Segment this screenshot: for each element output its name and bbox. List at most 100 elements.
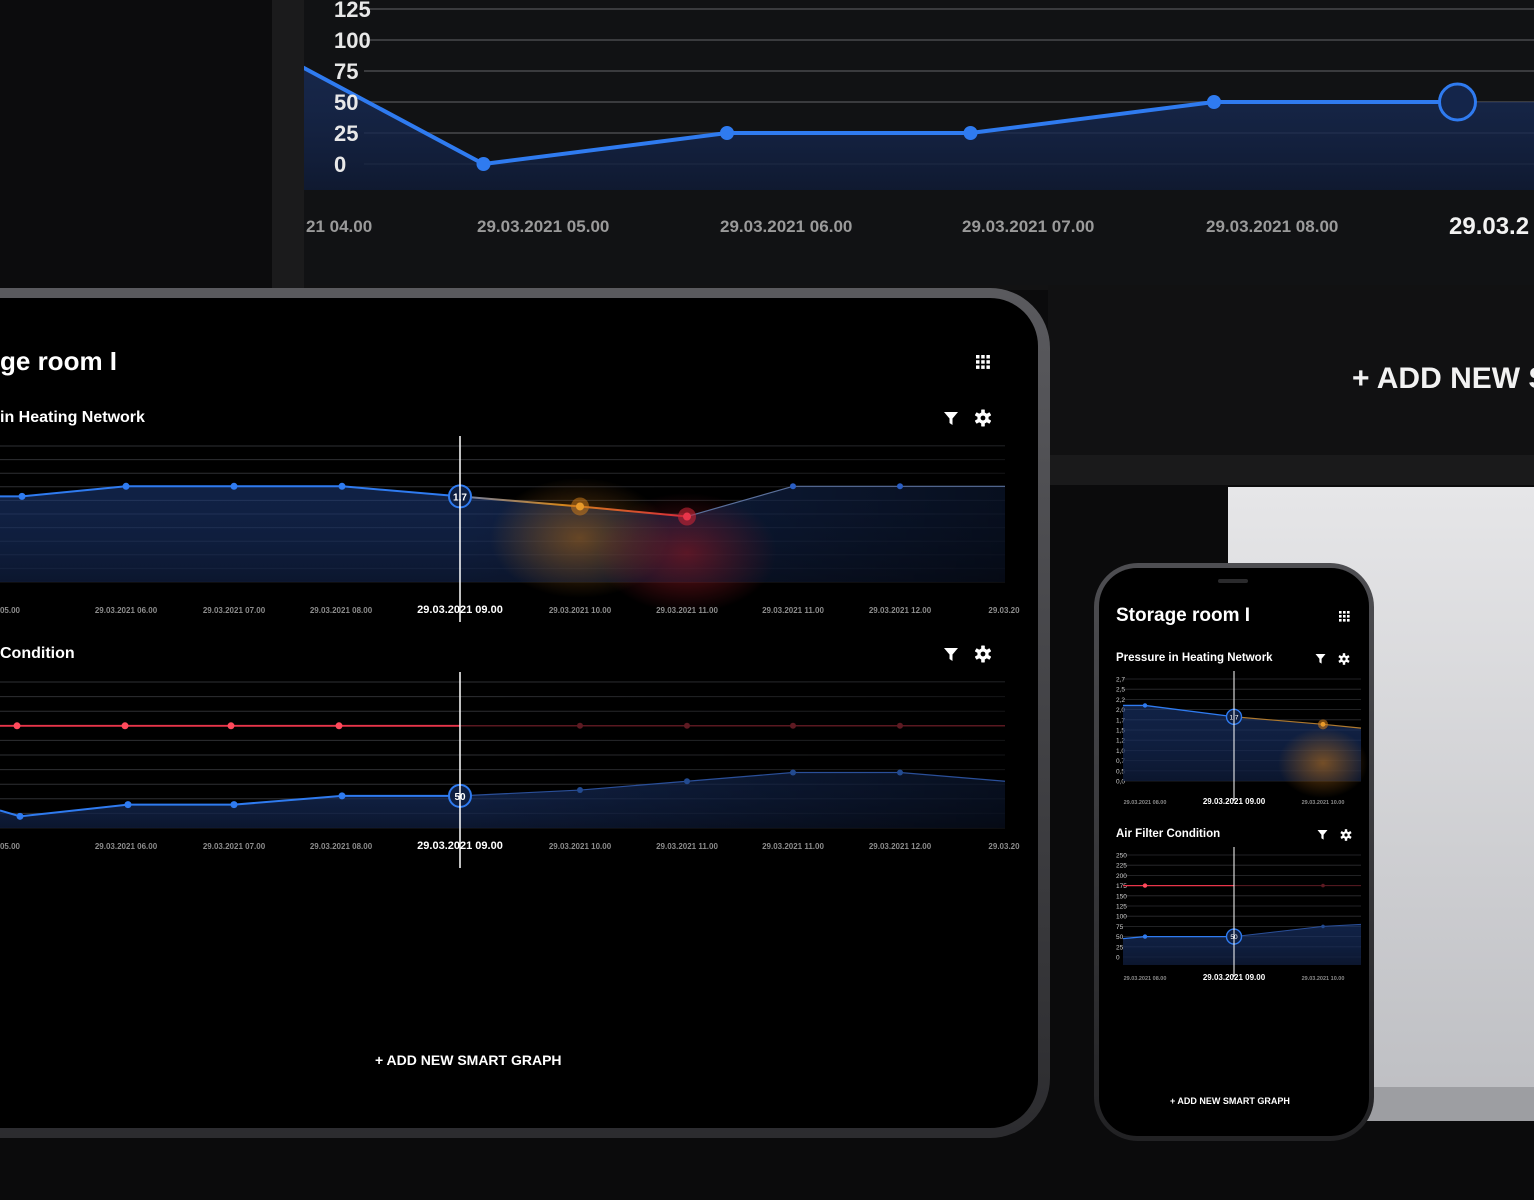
phone-y-tick: 2,0: [1116, 707, 1125, 714]
phone-x-label: 29.03.2021 08.00: [1124, 976, 1167, 982]
phone-y-tick: 1,0: [1116, 748, 1125, 755]
phone-y-tick: 1,7: [1116, 717, 1125, 724]
tablet-x-label: 29.03.2021 12.00: [869, 606, 932, 615]
phone-chart2-point: [1142, 934, 1148, 939]
monitor-chart-point: [720, 126, 734, 140]
tablet-chart2-point: [338, 792, 346, 800]
tablet-x-label: 29.03.2021 08.00: [310, 606, 373, 615]
tablet-chart1-title: in Heating Network: [0, 409, 145, 426]
phone-chart2-point: [1321, 924, 1325, 929]
tablet-chart1-alert-point: [683, 512, 691, 521]
monitor-bezel: [272, 0, 304, 290]
tablet-chart2-point: [124, 801, 132, 809]
tablet-chart2-threshold-point: [897, 722, 903, 729]
tablet-grid-icon[interactable]: [975, 354, 991, 370]
tablet-x-label: 29.03.20: [988, 842, 1020, 851]
tablet-chart2-threshold-point: [577, 722, 583, 729]
phone-y-tick: 0,5: [1116, 768, 1125, 775]
tablet-page-title: ge room I: [0, 346, 118, 376]
monitor-x-label: 29.03.2021 06.00: [720, 217, 852, 236]
tablet-x-label: 29.03.2021 12.00: [869, 842, 932, 851]
tablet-chart2-filter-icon[interactable]: [943, 646, 959, 663]
phone-chart1-point: [1142, 703, 1148, 708]
tablet-x-label: 29.03.2021 10.00: [549, 842, 612, 851]
phone-y-tick: 25: [1116, 944, 1124, 951]
tablet-chart1-point: [230, 482, 238, 490]
monitor-y-tick: 125: [334, 0, 371, 22]
tablet-x-label: 29.03.2021 06.00: [95, 606, 158, 615]
tablet-chart2-threshold-point: [227, 722, 235, 730]
tablet-chart1-warning-point: [576, 502, 584, 511]
phone-y-tick: 100: [1116, 914, 1127, 921]
tablet-chart2-point: [230, 801, 238, 809]
phone-y-tick: 2,2: [1116, 697, 1125, 704]
tablet-chart2-threshold-point: [13, 722, 21, 730]
phone-add-graph-button[interactable]: + ADD NEW SMART GRAPH: [1170, 1096, 1290, 1106]
tablet-x-label: 29.03.2021 07.00: [203, 606, 266, 615]
tablet-chart1-line: [0, 485, 461, 498]
phone-y-tick: 150: [1116, 893, 1127, 900]
monitor-x-label: 29.03.2021 08.00: [1206, 217, 1338, 236]
tablet-chart1-gear-icon[interactable]: [974, 409, 992, 427]
phone-y-tick: 75: [1116, 924, 1124, 931]
phone-chart1-gear-icon[interactable]: [1338, 653, 1350, 665]
tablet-chart2-forecast-line: [459, 771, 1006, 797]
tablet-chart2-point: [790, 769, 796, 776]
tablet-chart1-point: [790, 483, 796, 490]
tablet-chart1-point: [18, 492, 26, 500]
phone-x-label: 29.03.2021 10.00: [1302, 800, 1345, 806]
monitor-x-label: 29.03.2: [1449, 213, 1529, 240]
tablet-chart1-point: [338, 482, 346, 490]
monitor-add-graph-button[interactable]: + ADD NEW S: [1352, 362, 1534, 395]
phone-y-tick: 2,7: [1116, 677, 1125, 684]
phone-y-tick: 0,7: [1116, 758, 1125, 765]
phone-chart2-threshold-point: [1142, 883, 1148, 888]
monitor-left-panel: [0, 0, 272, 290]
phone-grid-icon[interactable]: [1339, 611, 1350, 622]
phone-chart2-threshold-point: [1321, 883, 1325, 888]
tablet-x-label: 29.03.2021 11.00: [656, 606, 718, 615]
tablet-chart1-fade: [460, 446, 1005, 582]
tablet-chart2-title: Condition: [0, 645, 75, 662]
tablet-x-label: 29.03.2021 10.00: [549, 606, 612, 615]
monitor-chart-point: [1207, 95, 1221, 109]
phone-y-tick: 1,5: [1116, 728, 1125, 735]
tablet-x-label: 29.03.2021 06.00: [95, 842, 158, 851]
tablet-chart1-point: [897, 483, 903, 490]
phone-y-tick: 225: [1116, 863, 1127, 870]
monitor-chart-point: [963, 126, 978, 140]
phone-x-label: 29.03.2021 08.00: [1124, 800, 1167, 806]
monitor-y-tick: 50: [334, 90, 358, 115]
phone-page-title: Storage room I: [1116, 605, 1251, 626]
tablet-x-label: 29.03.2021 09.00: [417, 840, 503, 852]
monitor-chart-point: [476, 157, 491, 171]
monitor-chart-line: [239, 32, 1458, 167]
tablet-chart2-threshold-point: [684, 722, 690, 729]
monitor-screen: 125 100 75 50 25 0 21 04.00 29.03.2021 05.00 29…: [239, 0, 1534, 285]
tablet-x-label: 29.03.2021 08.00: [310, 842, 373, 851]
monitor-x-label: 29.03.2021 07.00: [962, 217, 1094, 236]
tablet-x-label: 03.2021 05.00: [0, 842, 21, 851]
monitor-y-tick: 100: [334, 28, 371, 53]
monitor-y-tick: 25: [334, 121, 358, 146]
monitor-chart-area: [240, 33, 1534, 190]
tablet-chart2-threshold-point: [335, 722, 343, 730]
phone-chart2-filter-icon[interactable]: [1317, 829, 1328, 841]
tablet-chart1-filter-icon[interactable]: [943, 410, 959, 427]
phone-y-tick: 125: [1116, 904, 1127, 911]
tablet-x-label: 29.03.2021 09.00: [417, 604, 503, 616]
phone-chart1-warning-point: [1320, 721, 1326, 727]
tablet-x-label: 29.03.2021 11.00: [656, 842, 718, 851]
phone-x-label: 29.03.2021 10.00: [1302, 976, 1345, 982]
phone-chart2-gear-icon[interactable]: [1340, 829, 1352, 841]
tablet-chart2-gear-icon[interactable]: [974, 645, 992, 663]
tablet-x-label: 03.2021 05.00: [0, 606, 21, 615]
phone-chart1-filter-icon[interactable]: [1315, 653, 1326, 665]
tablet-chart2-point: [684, 778, 690, 785]
tablet-chart1-point: [122, 482, 130, 490]
phone-y-tick: 50: [1116, 934, 1124, 941]
phone-chart2-title: Air Filter Condition: [1116, 828, 1221, 840]
phone-chart1-warning-glow: [1278, 728, 1368, 798]
tablet-add-graph-button[interactable]: + ADD NEW SMART GRAPH: [375, 1052, 562, 1068]
